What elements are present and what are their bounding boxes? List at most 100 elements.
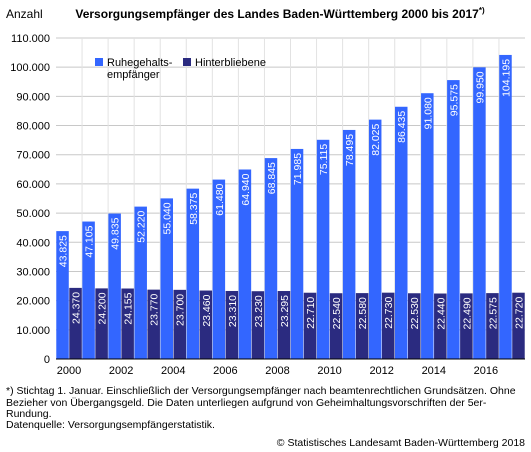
bar-hinterbliebene: [303, 292, 317, 359]
footnote: *) Stichtag 1. Januar. Einschließlich de…: [6, 385, 516, 420]
data-label-ruhegehaltsempfaenger: 49.835: [110, 217, 122, 249]
x-tick-label: 2014: [422, 365, 446, 377]
data-label-hinterbliebene: 22.710: [305, 297, 317, 329]
bar-ruhegehaltsempfaenger: [499, 54, 512, 360]
copyright-notice: © Statistisches Landesamt Baden-Württemb…: [276, 437, 525, 449]
x-tick-label: 2012: [369, 365, 393, 377]
data-label-hinterbliebene: 24.370: [71, 292, 83, 324]
x-tick-label: 2016: [474, 365, 498, 377]
data-label-ruhegehaltsempfaenger: 71.985: [292, 153, 304, 185]
data-label-ruhegehaltsempfaenger: 99.950: [474, 71, 486, 103]
data-label-hinterbliebene: 23.295: [279, 295, 291, 327]
bar-hinterbliebene: [95, 288, 108, 359]
bar-hinterbliebene: [173, 289, 186, 359]
y-tick-label: 30.000: [16, 266, 50, 278]
bar-hinterbliebene: [147, 289, 160, 359]
x-tick-label: 2004: [161, 365, 185, 377]
bar-hinterbliebene: [251, 291, 265, 359]
bar-ruhegehaltsempfaenger: [421, 93, 434, 359]
bar-hinterbliebene: [355, 293, 369, 359]
data-label-ruhegehaltsempfaenger: 55.040: [162, 202, 174, 234]
y-tick-label: 70.000: [16, 150, 50, 162]
data-label-ruhegehaltsempfaenger: 82.025: [370, 123, 382, 155]
bar-ruhegehaltsempfaenger: [212, 179, 226, 359]
x-tick-label: 2006: [213, 365, 237, 377]
data-label-hinterbliebene: 22.490: [461, 297, 473, 329]
x-tick-label: 2002: [109, 365, 133, 377]
data-source: Datenquelle: Versorgungsempfängerstatist…: [6, 419, 215, 431]
bar-ruhegehaltsempfaenger: [56, 231, 69, 359]
y-tick-label: 50.000: [16, 208, 50, 220]
x-tick-label: 2000: [57, 365, 81, 377]
data-label-hinterbliebene: 22.720: [513, 297, 525, 329]
data-label-hinterbliebene: 22.575: [487, 297, 499, 329]
chart-title-text: Versorgungsempfänger des Landes Baden-Wü…: [75, 7, 479, 21]
y-tick-label: 0: [44, 354, 50, 366]
y-tick-label: 60.000: [16, 179, 50, 191]
data-label-hinterbliebene: 23.460: [201, 294, 213, 326]
bar-ruhegehaltsempfaenger: [134, 206, 147, 359]
data-label-ruhegehaltsempfaenger: 75.115: [318, 144, 330, 175]
y-tick-label: 90.000: [16, 91, 50, 103]
legend-label-hinterbliebene: Hinterbliebene: [195, 57, 266, 69]
y-tick-label: 10.000: [16, 325, 50, 337]
bar-hinterbliebene: [69, 287, 82, 359]
bar-hinterbliebene: [460, 293, 473, 359]
bar-ruhegehaltsempfaenger: [160, 198, 173, 359]
data-label-hinterbliebene: 22.440: [435, 297, 447, 329]
data-label-ruhegehaltsempfaenger: 68.845: [266, 162, 278, 194]
bar-hinterbliebene: [277, 291, 291, 359]
bar-hinterbliebene: [199, 290, 213, 359]
data-label-ruhegehaltsempfaenger: 64.940: [240, 173, 252, 205]
bar-ruhegehaltsempfaenger: [186, 188, 200, 359]
data-label-ruhegehaltsempfaenger: 78.495: [344, 134, 356, 166]
data-label-ruhegehaltsempfaenger: 43.825: [58, 235, 70, 267]
data-label-hinterbliebene: 23.700: [175, 294, 187, 326]
legend-label-ruhegehaltsempfaenger: empfänger: [107, 69, 160, 81]
bar-hinterbliebene: [434, 293, 447, 359]
chart-title-note-marker: *): [478, 6, 485, 15]
bar-ruhegehaltsempfaenger: [368, 119, 382, 359]
data-label-hinterbliebene: 24.155: [123, 292, 135, 324]
bar-ruhegehaltsempfaenger: [316, 139, 330, 359]
bar-ruhegehaltsempfaenger: [342, 129, 356, 359]
data-label-hinterbliebene: 22.540: [331, 297, 343, 329]
data-label-ruhegehaltsempfaenger: 104.195: [500, 59, 512, 97]
y-tick-label: 40.000: [16, 237, 50, 249]
data-label-ruhegehaltsempfaenger: 86.435: [396, 111, 408, 143]
data-label-hinterbliebene: 22.730: [383, 297, 395, 329]
data-label-hinterbliebene: 23.230: [253, 295, 265, 327]
bar-ruhegehaltsempfaenger: [82, 221, 95, 359]
data-label-ruhegehaltsempfaenger: 91.080: [422, 97, 434, 129]
bar-chart: Anzahl 0 10.000 20.000 30.000 40.000 50.000 60.…: [6, 7, 525, 377]
data-label-hinterbliebene: 23.770: [149, 293, 161, 325]
chart-title: Versorgungsempfänger des Landes Baden-Wü…: [70, 4, 490, 21]
legend-label-ruhegehaltsempfaenger: Ruhegehalts-: [107, 57, 173, 69]
bar-ruhegehaltsempfaenger: [108, 213, 121, 359]
data-label-hinterbliebene: 23.310: [227, 295, 239, 327]
data-label-ruhegehaltsempfaenger: 58.375: [188, 193, 200, 225]
y-tick-label: 80.000: [16, 121, 50, 133]
bar-ruhegehaltsempfaenger: [395, 106, 408, 359]
bar-hinterbliebene: [486, 293, 499, 359]
y-tick-label: 110.000: [11, 33, 50, 45]
bar-hinterbliebene: [225, 290, 239, 359]
data-label-ruhegehaltsempfaenger: 61.480: [214, 183, 226, 215]
bar-ruhegehaltsempfaenger: [290, 148, 304, 359]
bar-ruhegehaltsempfaenger: [447, 80, 460, 359]
bar-ruhegehaltsempfaenger: [238, 169, 252, 359]
data-label-ruhegehaltsempfaenger: 47.105: [84, 225, 96, 257]
legend-swatch-hinterbliebene: [183, 58, 191, 66]
data-label-ruhegehaltsempfaenger: 95.575: [448, 84, 460, 116]
data-label-hinterbliebene: 22.580: [357, 297, 369, 329]
data-label-ruhegehaltsempfaenger: 52.220: [136, 210, 148, 242]
bar-ruhegehaltsempfaenger: [473, 67, 486, 359]
data-label-hinterbliebene: 24.200: [97, 292, 109, 324]
data-label-hinterbliebene: 22.530: [409, 297, 421, 329]
bar-ruhegehaltsempfaenger: [264, 158, 278, 359]
x-tick-label: 2010: [317, 365, 341, 377]
bar-hinterbliebene: [512, 292, 525, 359]
legend-swatch-ruhegehaltsempfaenger: [95, 58, 103, 66]
bar-hinterbliebene: [329, 293, 343, 359]
bar-hinterbliebene: [121, 288, 134, 359]
